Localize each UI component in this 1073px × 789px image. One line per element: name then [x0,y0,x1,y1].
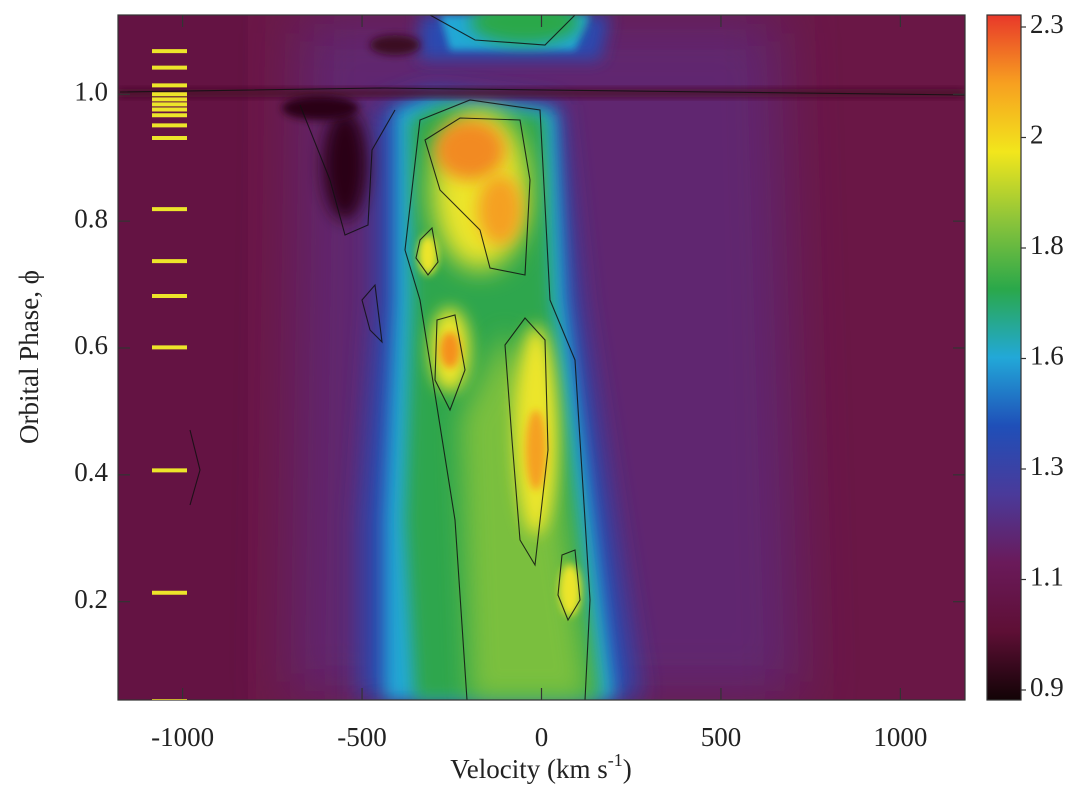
y-tick-label: 1.0 [74,76,108,106]
y-tick-label: 0.6 [74,330,108,360]
x-tick-label: 500 [701,722,742,752]
colorbar-tick-label: 0.9 [1030,672,1064,702]
colorbar-tick-label: 1.3 [1030,451,1064,481]
y-tick-label: 0.2 [74,584,108,614]
axes: -1000 -500 0 500 1000 0.2 0.4 0.6 0.8 1.0 0.9 1.1 1.… [74,9,1064,752]
heatmap [118,15,965,700]
x-tick-label: 1000 [873,722,927,752]
x-tick-label: -500 [337,722,387,752]
phase-markers [152,49,187,700]
y-tick-label: 0.8 [74,203,108,233]
x-axis-label: Velocity (km s-1) [450,750,631,784]
colorbar-tick-label: 1.1 [1030,562,1064,592]
y-tick-label: 0.4 [74,457,108,487]
x-label-text: Velocity (km s [450,754,607,784]
x-label-superscript: -1 [608,750,623,770]
colorbar-tick-label: 1.8 [1030,230,1064,260]
x-tick-label: 0 [535,722,549,752]
colorbar [986,14,1022,701]
colorbar-tick-label: 2.3 [1030,9,1064,39]
x-tick-label: -1000 [151,722,214,752]
y-axis-label: Orbital Phase, ϕ [14,270,44,444]
colorbar-tick-label: 2 [1030,120,1044,150]
colorbar-tick-label: 1.6 [1030,341,1064,371]
x-label-suffix: ) [623,754,632,784]
